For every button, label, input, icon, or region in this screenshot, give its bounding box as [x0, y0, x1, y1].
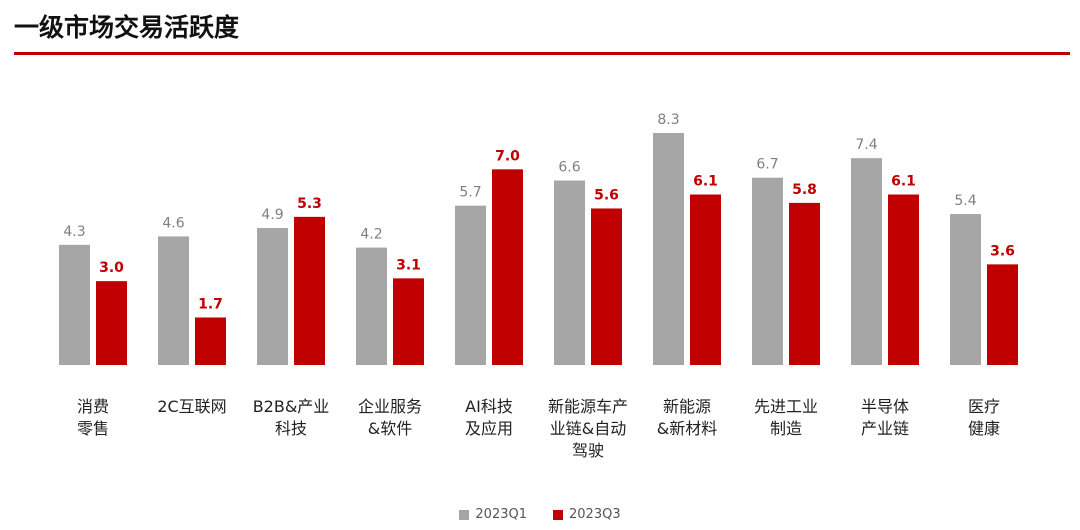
bar-2023Q1-8 — [752, 177, 783, 365]
category-label-5: AI科技 及应用 — [464, 397, 513, 438]
value-label-2023Q3-4: 3.1 — [396, 257, 421, 273]
bar-2023Q3-3 — [294, 216, 325, 365]
bar-2023Q1-4 — [356, 247, 387, 365]
category-label-2: 2C互联网 — [157, 397, 227, 416]
bar-2023Q3-8 — [789, 202, 820, 365]
legend-item-q3: 2023Q3 — [553, 507, 621, 522]
value-label-2023Q3-9: 6.1 — [891, 173, 916, 189]
value-label-2023Q3-10: 3.6 — [990, 243, 1015, 259]
title-divider — [14, 52, 1070, 55]
value-label-2023Q3-5: 7.0 — [495, 148, 520, 164]
bar-2023Q3-5 — [492, 169, 523, 365]
bar-2023Q3-6 — [591, 208, 622, 365]
category-label-6: 新能源车产 业链&自动 驾驶 — [547, 397, 628, 460]
bar-chart: 4.3 3.0 4.6 1.7 4.9 5.3 4.2 3.1 5.7 7.0 6.6 5.6 8.3 6… — [59, 112, 1018, 365]
value-label-2023Q3-3: 5.3 — [297, 196, 322, 212]
category-label-1: 消费 零售 — [76, 397, 109, 438]
value-label-2023Q1-1: 4.3 — [63, 224, 85, 240]
legend-label-q3: 2023Q3 — [569, 507, 621, 522]
value-label-2023Q3-6: 5.6 — [594, 187, 619, 203]
legend-swatch-q3 — [553, 509, 563, 520]
bar-2023Q3-9 — [888, 194, 919, 365]
value-label-2023Q1-7: 8.3 — [657, 112, 679, 128]
value-label-2023Q1-10: 5.4 — [954, 193, 976, 209]
bar-2023Q1-9 — [851, 158, 882, 365]
bar-2023Q1-10 — [950, 214, 981, 365]
value-label-2023Q1-3: 4.9 — [261, 207, 283, 223]
chart-legend: 2023Q1 2023Q3 — [0, 507, 1080, 522]
category-label-4: 企业服务 &软件 — [357, 397, 422, 438]
bar-2023Q1-5 — [455, 205, 486, 365]
bar-2023Q3-10 — [987, 264, 1018, 365]
category-label-3: B2B&产业 科技 — [252, 397, 330, 438]
bar-2023Q3-4 — [393, 278, 424, 365]
bar-2023Q1-3 — [257, 228, 288, 365]
bar-2023Q3-1 — [96, 281, 127, 365]
bar-2023Q1-2 — [158, 236, 189, 365]
value-label-2023Q1-6: 6.6 — [558, 160, 580, 176]
category-label-7: 新能源 &新材料 — [656, 397, 718, 438]
bar-2023Q1-6 — [554, 180, 585, 365]
value-label-2023Q3-7: 6.1 — [693, 173, 718, 189]
legend-swatch-q1 — [459, 509, 470, 520]
category-label-10: 医疗 健康 — [967, 397, 1000, 438]
value-label-2023Q1-5: 5.7 — [459, 185, 481, 201]
value-label-2023Q1-9: 7.4 — [855, 137, 877, 153]
value-label-2023Q3-8: 5.8 — [792, 182, 817, 198]
bar-2023Q1-7 — [653, 133, 684, 365]
bar-2023Q3-7 — [690, 194, 721, 365]
category-label-8: 先进工业 制造 — [753, 397, 818, 438]
bar-2023Q3-2 — [195, 317, 226, 365]
page-title: 一级市场交易活跃度 — [14, 13, 240, 42]
legend-item-q1: 2023Q1 — [459, 507, 527, 522]
value-label-2023Q1-8: 6.7 — [756, 157, 778, 173]
value-label-2023Q3-2: 1.7 — [198, 296, 223, 312]
category-label-9: 半导体 产业链 — [860, 397, 909, 438]
value-label-2023Q1-4: 4.2 — [360, 227, 382, 243]
value-label-2023Q3-1: 3.0 — [99, 260, 124, 276]
value-label-2023Q1-2: 4.6 — [162, 215, 184, 231]
legend-label-q1: 2023Q1 — [475, 507, 527, 522]
bar-2023Q1-1 — [59, 244, 90, 365]
